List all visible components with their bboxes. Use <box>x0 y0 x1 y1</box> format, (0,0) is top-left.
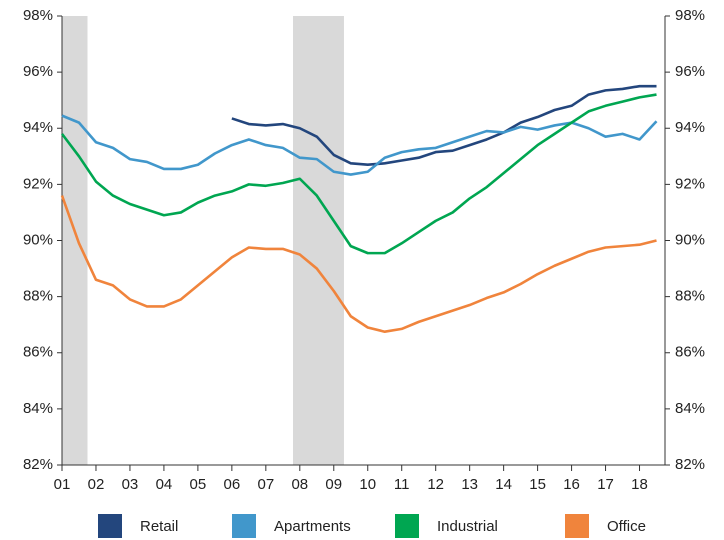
y2-tick-label: 82% <box>675 456 705 473</box>
y-tick-label: 82% <box>23 456 53 473</box>
y-tick-label: 86% <box>23 344 53 361</box>
y-tick-label: 88% <box>23 288 53 305</box>
x-tick-label: 17 <box>597 476 614 493</box>
x-tick-label: 13 <box>461 476 478 493</box>
x-tick-label: 07 <box>257 476 274 493</box>
x-tick-label: 16 <box>563 476 580 493</box>
legend-swatch <box>565 514 589 538</box>
x-tick-label: 02 <box>88 476 105 493</box>
recession-band <box>62 16 88 465</box>
series-line <box>60 93 657 255</box>
y-tick-label: 84% <box>23 400 53 417</box>
y2-tick-label: 88% <box>675 288 705 305</box>
x-tick-label: 10 <box>359 476 376 493</box>
y2-tick-label: 90% <box>675 231 705 248</box>
x-tick-label: 18 <box>631 476 648 493</box>
legend-label: Industrial <box>437 518 498 535</box>
x-tick-label: 04 <box>156 476 173 493</box>
y-tick-label: 96% <box>23 63 53 80</box>
series-line <box>61 114 658 176</box>
legend-swatch <box>395 514 419 538</box>
y-tick-label: 94% <box>23 119 53 136</box>
x-tick-label: 05 <box>190 476 207 493</box>
series-line <box>231 84 657 167</box>
x-tick-label: 03 <box>122 476 139 493</box>
recession-band <box>293 16 344 465</box>
series-line <box>60 195 657 334</box>
x-tick-label: 15 <box>529 476 546 493</box>
y2-tick-label: 86% <box>675 344 705 361</box>
x-tick-label: 11 <box>394 476 410 493</box>
y2-tick-label: 94% <box>675 119 705 136</box>
legend-swatch <box>98 514 122 538</box>
x-tick-label: 08 <box>291 476 308 493</box>
legend-label: Retail <box>140 518 178 535</box>
x-tick-label: 06 <box>224 476 241 493</box>
y2-tick-label: 98% <box>675 7 705 24</box>
y2-tick-label: 92% <box>675 175 705 192</box>
y2-tick-label: 96% <box>675 63 705 80</box>
x-tick-label: 01 <box>54 476 71 493</box>
y-tick-label: 92% <box>23 175 53 192</box>
legend-label: Apartments <box>274 518 351 535</box>
legend-label: Office <box>607 518 646 535</box>
x-tick-label: 09 <box>325 476 342 493</box>
y-tick-label: 98% <box>23 7 53 24</box>
x-tick-label: 12 <box>427 476 444 493</box>
y2-tick-label: 84% <box>675 400 705 417</box>
y-tick-label: 90% <box>23 231 53 248</box>
legend-swatch <box>232 514 256 538</box>
x-tick-label: 14 <box>495 476 512 493</box>
